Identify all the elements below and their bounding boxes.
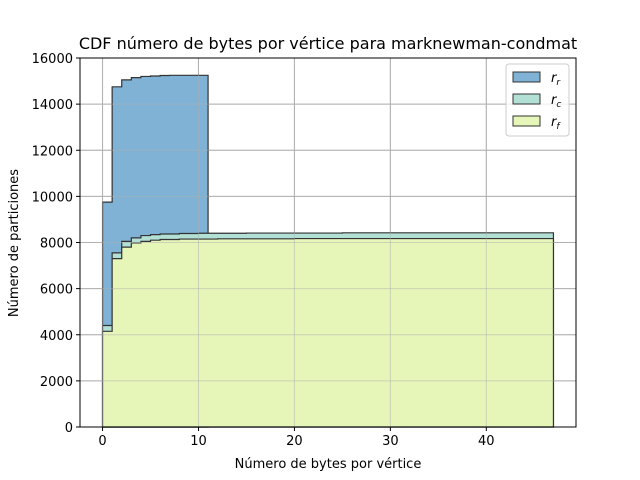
x-tick-label: 10 xyxy=(190,434,207,449)
legend-swatch-r_r xyxy=(512,71,541,83)
legend: rr rc rf xyxy=(505,63,570,137)
y-tick-label: 4000 xyxy=(40,329,73,344)
y-tick-label: 2000 xyxy=(40,375,73,390)
legend-label-r_r: rr xyxy=(551,71,561,88)
y-tick-label: 10000 xyxy=(32,190,73,205)
x-tick-label: 30 xyxy=(382,434,399,449)
y-axis-title: Número de particiones xyxy=(7,169,22,317)
y-tick-label: 12000 xyxy=(32,144,73,159)
y-tick-label: 16000 xyxy=(32,52,73,67)
x-axis-title: Número de bytes por vértice xyxy=(235,457,422,472)
legend-label-r_f: rf xyxy=(551,115,561,132)
y-tick-label: 6000 xyxy=(40,283,73,298)
legend-swatch-r_c xyxy=(512,93,541,105)
y-tick-label: 8000 xyxy=(40,237,73,252)
cdf-areas xyxy=(101,74,555,428)
axis-ticks: 0 10 20 30 40 0 2000 4000 6000 8000 10000 12000 1400… xyxy=(32,52,495,449)
y-tick-label: 14000 xyxy=(32,98,73,113)
legend-label-r_c: rc xyxy=(551,93,561,110)
legend-swatch-r_f xyxy=(512,115,541,127)
x-tick-label: 0 xyxy=(98,434,106,449)
y-tick-label: 0 xyxy=(65,421,73,436)
x-tick-label: 40 xyxy=(478,434,495,449)
plot-area: 0 10 20 30 40 0 2000 4000 6000 8000 10000 12000 1400… xyxy=(32,52,577,449)
x-tick-label: 20 xyxy=(286,434,303,449)
chart-title: CDF número de bytes por vértice para mar… xyxy=(79,34,577,53)
